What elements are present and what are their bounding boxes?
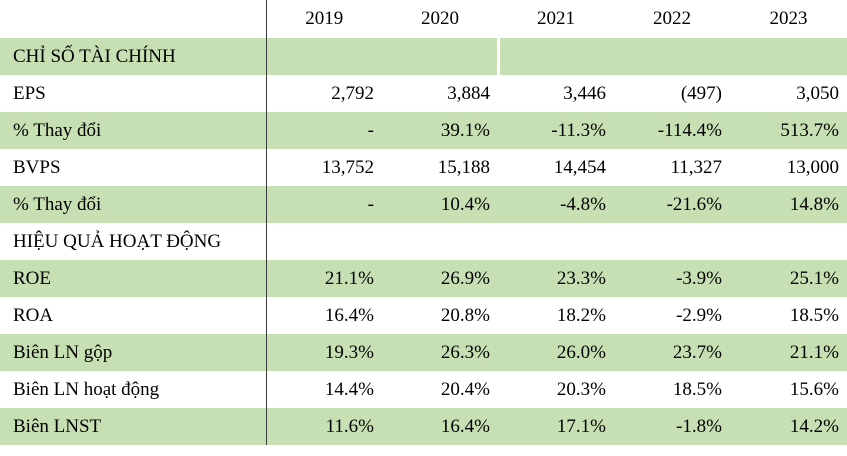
row-label: EPS xyxy=(0,75,267,112)
cell-value: 18.2% xyxy=(556,304,606,326)
cell-value: 18.5% xyxy=(672,378,722,400)
cell-value: (497) xyxy=(680,82,722,104)
cell-value: 10.4% xyxy=(382,186,498,223)
cell-value: -4.8% xyxy=(498,186,614,223)
cell-value: 20.4% xyxy=(440,378,490,400)
section-row-financial: CHỈ SỐ TÀI CHÍNH xyxy=(0,38,847,75)
row-label: % Thay đổi xyxy=(0,112,267,149)
cell-value: 23.7% xyxy=(614,334,730,371)
cell-value: 26.0% xyxy=(498,334,614,371)
cell-value: 513.7% xyxy=(730,112,847,149)
cell-value: 15.6% xyxy=(789,378,839,400)
cell-value: 20.3% xyxy=(556,378,606,400)
cell-value: 18.5% xyxy=(789,304,839,326)
section-blank xyxy=(266,223,847,260)
cell-value: -114.4% xyxy=(614,112,730,149)
cell-value: 2,792 xyxy=(331,82,374,104)
header-blank xyxy=(0,0,267,38)
cell-value: 26.3% xyxy=(382,334,498,371)
cell-value: -3.9% xyxy=(614,260,730,297)
row-label: ROA xyxy=(0,297,267,334)
table-row-bvps: BVPS 13,752 15,188 14,454 11,327 13,000 xyxy=(0,149,847,186)
section-blank xyxy=(498,38,847,75)
cell-value: 21.1% xyxy=(730,334,847,371)
table-row-roa: ROA 16.4% 20.8% 18.2% -2.9% 18.5% xyxy=(0,297,847,334)
cell-value: 13,752 xyxy=(321,156,374,178)
cell-value: 21.1% xyxy=(266,260,382,297)
cell-value: 14.8% xyxy=(730,186,847,223)
cell-value: 11.6% xyxy=(266,408,382,445)
row-label: ROE xyxy=(0,260,267,297)
section-blank xyxy=(266,38,500,75)
table-row-roe: ROE 21.1% 26.9% 23.3% -3.9% 25.1% xyxy=(0,260,847,297)
cell-value: - xyxy=(266,112,382,149)
section-title-performance: HIỆU QUẢ HOẠT ĐỘNG xyxy=(0,223,267,260)
year-header: 2020 xyxy=(421,8,459,29)
cell-value: 14.2% xyxy=(730,408,847,445)
cell-value: -11.3% xyxy=(498,112,614,149)
row-label: Biên LN gộp xyxy=(0,334,267,371)
cell-value: 3,050 xyxy=(796,82,839,104)
year-header: 2022 xyxy=(653,8,691,29)
cell-value: - xyxy=(266,186,382,223)
cell-value: 17.1% xyxy=(498,408,614,445)
cell-value: 39.1% xyxy=(382,112,498,149)
cell-value: 3,884 xyxy=(447,82,490,104)
table-row-eps-change: % Thay đổi - 39.1% -11.3% -114.4% 513.7% xyxy=(0,112,847,149)
cell-value: 19.3% xyxy=(266,334,382,371)
cell-value: 3,446 xyxy=(563,82,606,104)
section-row-performance: HIỆU QUẢ HOẠT ĐỘNG xyxy=(0,223,847,260)
row-label: Biên LNST xyxy=(0,408,267,445)
section-title-financial: CHỈ SỐ TÀI CHÍNH xyxy=(0,38,267,75)
year-header: 2023 xyxy=(769,8,808,29)
cell-value: 14.4% xyxy=(324,378,374,400)
cell-value: 14,454 xyxy=(553,156,606,178)
cell-value: 20.8% xyxy=(440,304,490,326)
cell-value: 13,000 xyxy=(786,156,839,178)
table-row-bvps-change: % Thay đổi - 10.4% -4.8% -21.6% 14.8% xyxy=(0,186,847,223)
table-row-eps: EPS 2,792 3,884 3,446 (497) 3,050 xyxy=(0,75,847,112)
cell-value: 26.9% xyxy=(382,260,498,297)
cell-value: -2.9% xyxy=(676,304,722,326)
cell-value: 11,327 xyxy=(670,156,722,178)
financial-ratios-table: 2019 2020 2021 2022 2023 CHỈ SỐ TÀI CHÍN… xyxy=(0,0,847,445)
cell-value: 15,188 xyxy=(437,156,490,178)
table-row-gross-margin: Biên LN gộp 19.3% 26.3% 26.0% 23.7% 21.1… xyxy=(0,334,847,371)
row-label: Biên LN hoạt động xyxy=(0,371,267,408)
cell-value: -21.6% xyxy=(614,186,730,223)
year-header: 2021 xyxy=(537,8,575,29)
cell-value: 16.4% xyxy=(382,408,498,445)
cell-value: 25.1% xyxy=(730,260,847,297)
row-label: BVPS xyxy=(0,149,267,186)
cell-value: 16.4% xyxy=(324,304,374,326)
cell-value: -1.8% xyxy=(614,408,730,445)
cell-value: 23.3% xyxy=(498,260,614,297)
table-row-net-margin: Biên LNST 11.6% 16.4% 17.1% -1.8% 14.2% xyxy=(0,408,847,445)
header-row: 2019 2020 2021 2022 2023 xyxy=(0,0,847,38)
table-row-operating-margin: Biên LN hoạt động 14.4% 20.4% 20.3% 18.5… xyxy=(0,371,847,408)
row-label: % Thay đổi xyxy=(0,186,267,223)
year-header: 2019 xyxy=(305,8,344,29)
